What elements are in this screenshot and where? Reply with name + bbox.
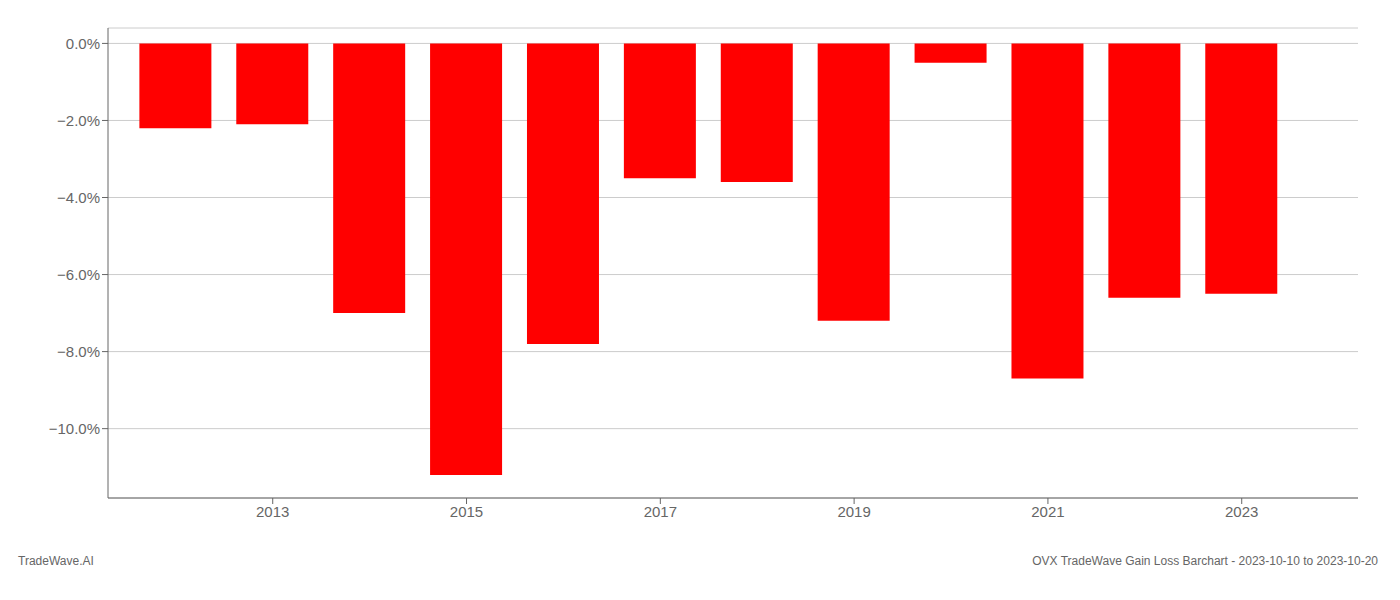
html-text:TradeWave.AI: TradeWave.AI: [18, 554, 94, 568]
svg-text:2023: 2023: [1225, 503, 1258, 520]
svg-text:−6.0%: −6.0%: [57, 266, 100, 283]
svg-text:−2.0%: −2.0%: [57, 112, 100, 129]
svg-text:−10.0%: −10.0%: [49, 420, 100, 437]
svg-text:2015: 2015: [450, 503, 483, 520]
svg-text:−8.0%: −8.0%: [57, 343, 100, 360]
svg-text:2013: 2013: [256, 503, 289, 520]
svg-text:2021: 2021: [1031, 503, 1064, 520]
svg-text:−4.0%: −4.0%: [57, 189, 100, 206]
html-text:OVX TradeWave Gain Loss Barcha: OVX TradeWave Gain Loss Barchart - 2023-…: [1032, 554, 1378, 568]
svg-text:2019: 2019: [837, 503, 870, 520]
svg-text:0.0%: 0.0%: [66, 35, 100, 52]
svg-text:2017: 2017: [644, 503, 677, 520]
